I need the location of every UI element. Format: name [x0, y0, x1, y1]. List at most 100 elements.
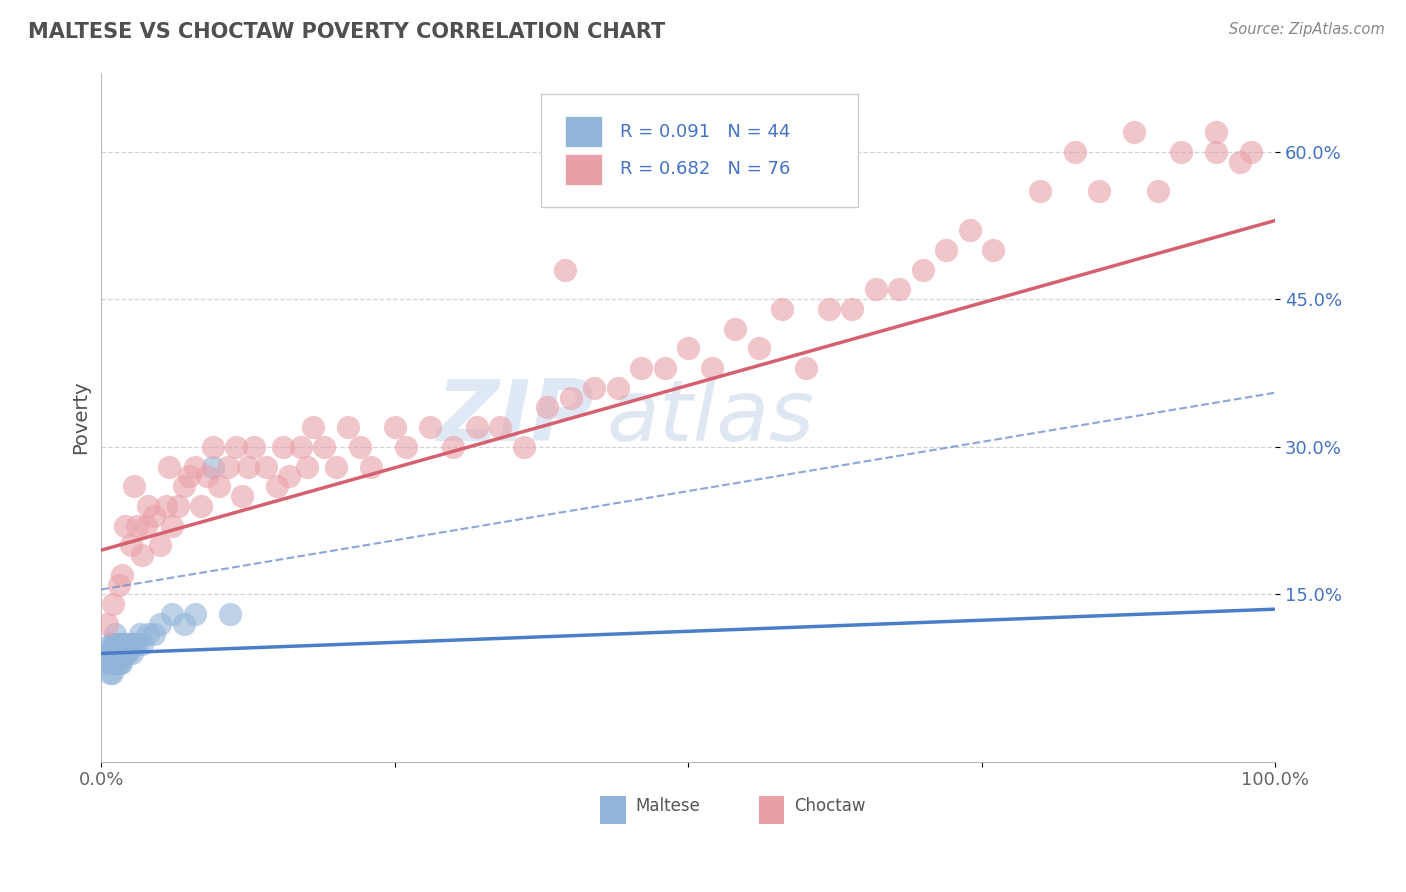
Point	[122, 479, 145, 493]
Point	[179, 469, 201, 483]
Point	[195, 469, 218, 483]
Point	[395, 440, 418, 454]
Point	[1029, 184, 1052, 198]
Point	[120, 538, 142, 552]
Point	[254, 459, 277, 474]
Point	[110, 657, 132, 671]
Point	[1146, 184, 1168, 198]
Text: R = 0.091   N = 44: R = 0.091 N = 44	[620, 122, 790, 141]
Point	[115, 637, 138, 651]
Point	[630, 361, 652, 376]
Point	[513, 440, 536, 454]
Bar	[759, 796, 785, 823]
Text: Choctaw: Choctaw	[794, 797, 865, 815]
Point	[419, 420, 441, 434]
Point	[1205, 125, 1227, 139]
Point	[184, 459, 207, 474]
Point	[278, 469, 301, 483]
Point	[231, 489, 253, 503]
Point	[100, 637, 122, 651]
Point	[841, 302, 863, 317]
Point	[173, 616, 195, 631]
Point	[143, 626, 166, 640]
Point	[131, 548, 153, 562]
Point	[1170, 145, 1192, 159]
Point	[149, 616, 172, 631]
Point	[108, 647, 131, 661]
Point	[101, 597, 124, 611]
Point	[104, 626, 127, 640]
Point	[1123, 125, 1146, 139]
Point	[96, 657, 118, 671]
Point	[108, 577, 131, 591]
Point	[98, 666, 121, 681]
Point	[105, 637, 128, 651]
Text: R = 0.682   N = 76: R = 0.682 N = 76	[620, 161, 790, 178]
Point	[108, 647, 131, 661]
Point	[583, 381, 606, 395]
Text: atlas: atlas	[606, 376, 814, 458]
Text: MALTESE VS CHOCTAW POVERTY CORRELATION CHART: MALTESE VS CHOCTAW POVERTY CORRELATION C…	[28, 22, 665, 42]
Point	[290, 440, 312, 454]
Point	[236, 459, 259, 474]
Point	[266, 479, 288, 493]
Point	[724, 322, 747, 336]
Point	[225, 440, 247, 454]
Point	[217, 459, 239, 474]
Point	[101, 666, 124, 681]
Point	[107, 647, 129, 661]
Point	[554, 262, 576, 277]
Point	[441, 440, 464, 454]
Point	[1088, 184, 1111, 198]
Point	[349, 440, 371, 454]
Point	[117, 647, 139, 661]
Point	[107, 657, 129, 671]
Point	[108, 637, 131, 651]
Point	[125, 637, 148, 651]
Point	[111, 647, 134, 661]
Point	[301, 420, 323, 434]
Point	[108, 657, 131, 671]
Point	[112, 637, 135, 651]
Point	[114, 647, 136, 661]
Point	[384, 420, 406, 434]
Point	[935, 243, 957, 257]
Point	[101, 647, 124, 661]
Point	[1240, 145, 1263, 159]
Point	[114, 637, 136, 651]
Point	[136, 626, 159, 640]
Point	[1229, 154, 1251, 169]
Point	[465, 420, 488, 434]
Point	[103, 647, 125, 661]
Point	[97, 647, 120, 661]
Point	[325, 459, 347, 474]
Point	[201, 440, 224, 454]
Point	[129, 626, 152, 640]
Bar	[600, 796, 626, 823]
Point	[121, 647, 143, 661]
Point	[120, 637, 142, 651]
Point	[271, 440, 294, 454]
Point	[536, 401, 558, 415]
Point	[336, 420, 359, 434]
Point	[115, 647, 138, 661]
FancyBboxPatch shape	[541, 94, 858, 207]
Bar	[565, 154, 603, 185]
Text: Maltese: Maltese	[636, 797, 700, 815]
Point	[981, 243, 1004, 257]
Point	[295, 459, 318, 474]
Point	[160, 607, 183, 621]
Point	[1205, 145, 1227, 159]
Point	[96, 616, 118, 631]
Point	[122, 637, 145, 651]
Point	[157, 459, 180, 474]
Bar	[565, 116, 603, 147]
Point	[219, 607, 242, 621]
Point	[111, 567, 134, 582]
Point	[136, 499, 159, 513]
Point	[700, 361, 723, 376]
Point	[676, 342, 699, 356]
Point	[105, 647, 128, 661]
Point	[166, 499, 188, 513]
Point	[143, 508, 166, 523]
